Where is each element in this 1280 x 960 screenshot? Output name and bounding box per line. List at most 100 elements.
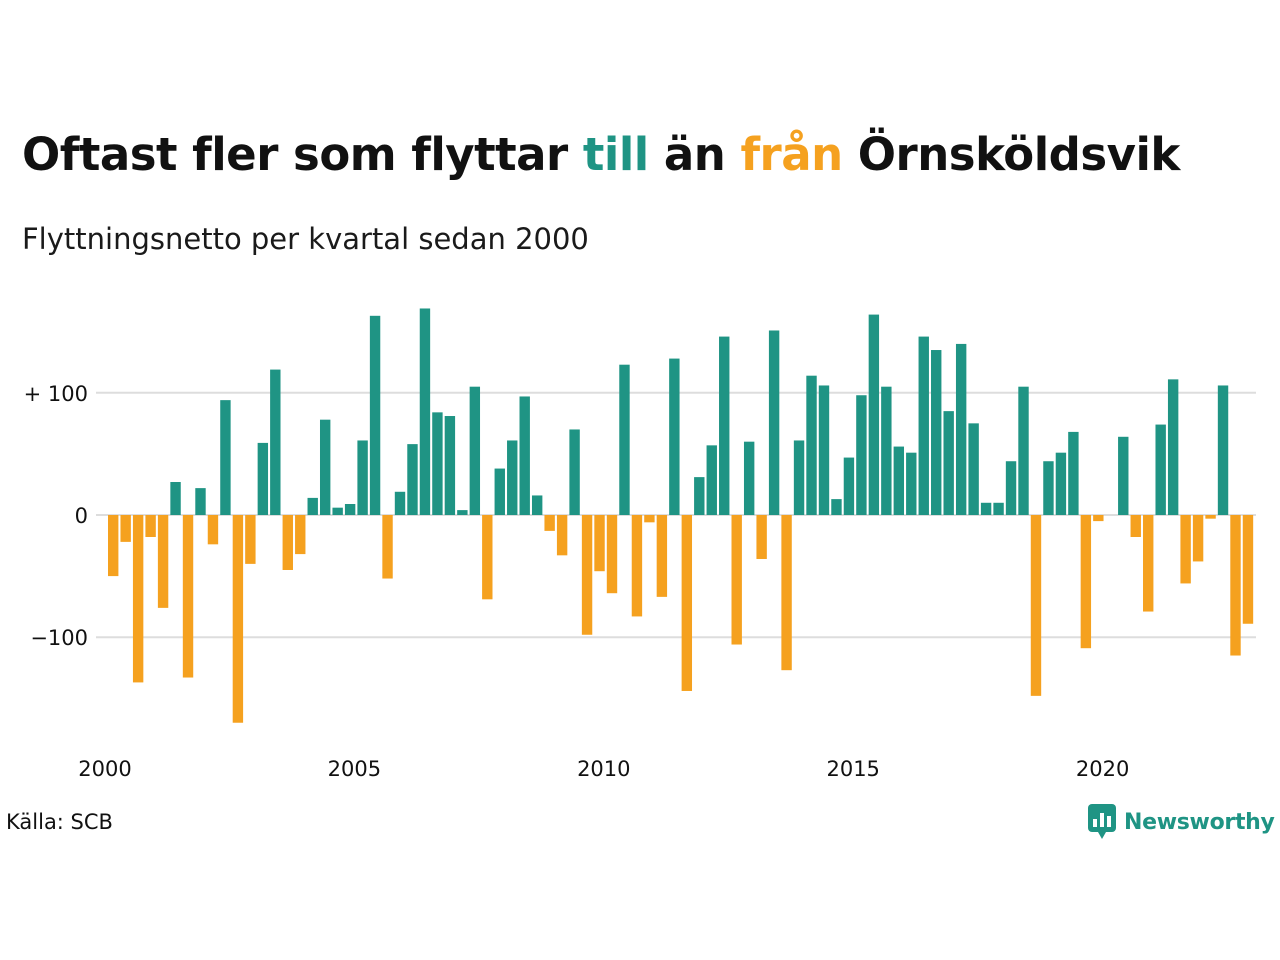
bar xyxy=(382,515,393,579)
bar xyxy=(394,491,406,515)
bar xyxy=(1230,515,1241,656)
bar xyxy=(1030,515,1042,696)
bar xyxy=(220,400,231,515)
bar xyxy=(407,444,418,515)
bar xyxy=(182,515,194,678)
title-part-1: Oftast fler som flyttar xyxy=(22,128,583,181)
bar xyxy=(656,515,668,597)
x-axis-labels: 2000 2005 2010 2015 2020 xyxy=(78,757,1129,781)
bar xyxy=(232,515,244,723)
y-tick-label: + 100 xyxy=(24,382,88,406)
bar xyxy=(332,507,343,515)
bar xyxy=(681,515,693,691)
x-tick-label: 2010 xyxy=(577,757,630,781)
bar xyxy=(818,385,830,515)
bar xyxy=(507,440,518,515)
bar xyxy=(1205,515,1216,519)
x-tick-label: 2020 xyxy=(1076,757,1129,781)
bar xyxy=(1055,452,1067,515)
bar xyxy=(556,515,568,556)
bar xyxy=(145,515,156,537)
bar xyxy=(108,515,119,577)
bar xyxy=(1005,461,1017,515)
newsworthy-brand: Newsworthy xyxy=(1088,804,1275,840)
bar xyxy=(1118,436,1129,515)
bar xyxy=(419,308,431,515)
bar xyxy=(843,457,855,515)
bar xyxy=(856,395,867,515)
bar xyxy=(743,441,755,515)
bar xyxy=(519,396,530,515)
bar xyxy=(357,440,368,515)
bar xyxy=(731,515,742,645)
bar xyxy=(1130,515,1141,537)
bar xyxy=(1192,515,1204,562)
bar xyxy=(606,515,618,594)
bar xyxy=(669,358,680,515)
bar xyxy=(793,440,805,515)
bar xyxy=(170,482,181,515)
bar xyxy=(955,343,967,515)
bar xyxy=(1043,461,1054,515)
bar xyxy=(694,477,705,515)
bar xyxy=(457,510,468,515)
bar xyxy=(1018,386,1029,515)
bar xyxy=(1093,515,1104,522)
bar xyxy=(906,452,917,515)
bar xyxy=(806,375,817,515)
bar xyxy=(918,336,929,515)
bar xyxy=(594,515,605,572)
bar xyxy=(195,488,206,515)
chart-subtitle: Flyttningsnetto per kvartal sedan 2000 xyxy=(22,222,589,256)
bar xyxy=(706,445,717,515)
bar xyxy=(631,515,643,617)
bar xyxy=(619,364,630,515)
bars xyxy=(108,308,1254,723)
bar xyxy=(768,330,780,515)
brand-name: Newsworthy xyxy=(1124,809,1275,835)
bar xyxy=(282,515,293,570)
bar xyxy=(531,495,543,515)
newsworthy-logo-icon xyxy=(1088,804,1116,839)
y-axis-labels: + 100 0 −100 xyxy=(24,382,88,650)
bar xyxy=(1155,424,1166,515)
y-tick-label: 0 xyxy=(75,504,88,528)
title-part-3: Örnsköldsvik xyxy=(842,128,1181,181)
bar xyxy=(270,369,281,515)
bar xyxy=(344,504,356,515)
bar xyxy=(444,416,456,515)
bar xyxy=(494,468,505,515)
bar xyxy=(1068,431,1079,515)
bar xyxy=(482,515,493,600)
source-note: Källa: SCB xyxy=(6,810,113,834)
bar xyxy=(295,515,306,555)
bar xyxy=(1080,515,1092,649)
bar xyxy=(644,515,655,523)
bar xyxy=(893,446,905,515)
bar xyxy=(993,502,1004,515)
x-tick-label: 2000 xyxy=(78,757,131,781)
bar xyxy=(1217,385,1229,515)
title-highlight-till: till xyxy=(582,128,649,181)
bar xyxy=(245,515,256,564)
bar xyxy=(719,336,730,515)
x-tick-label: 2005 xyxy=(328,757,381,781)
bar-chart: + 100 0 −100 2000 2005 2010 2015 2020 xyxy=(24,308,1256,781)
bar xyxy=(257,442,269,515)
bar xyxy=(569,429,580,515)
bar xyxy=(881,386,892,515)
bar xyxy=(307,497,318,515)
bar xyxy=(781,515,792,671)
bar xyxy=(207,515,219,545)
bar xyxy=(1143,515,1154,612)
bar xyxy=(931,350,942,515)
bar xyxy=(868,314,880,515)
bar xyxy=(1242,515,1254,624)
bar xyxy=(831,499,842,515)
bar xyxy=(544,515,555,531)
bar xyxy=(120,515,131,542)
bar xyxy=(581,515,593,635)
bar xyxy=(319,419,331,515)
bar xyxy=(943,411,954,515)
bar xyxy=(469,386,481,515)
